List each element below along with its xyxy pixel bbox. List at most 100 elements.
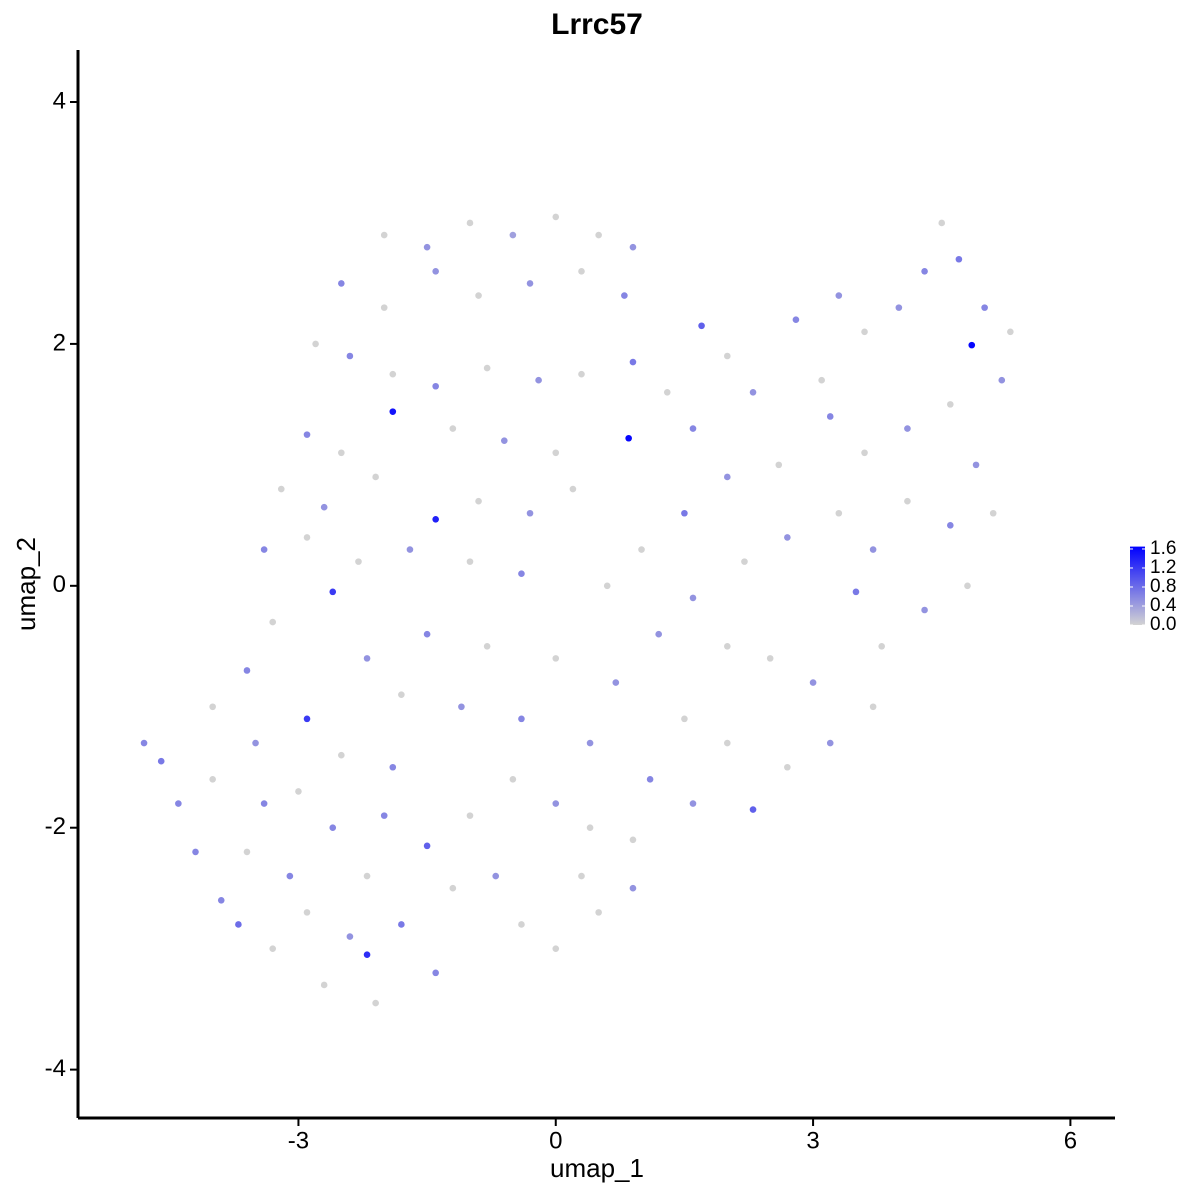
cell-point [475,292,482,299]
cell-point [861,328,868,336]
cell-point [217,896,225,904]
cell-point [192,848,199,856]
cell-point [389,408,397,415]
cell-point [483,642,491,650]
cell-point [595,231,602,239]
cell-point [784,534,791,541]
cell-point [784,763,791,771]
cell-point [552,213,560,221]
cell-point [483,364,491,372]
cell-point [175,800,182,807]
cell-point [329,588,337,596]
cell-point [518,570,525,578]
cell-point [698,322,705,330]
cell-point [466,219,474,227]
cell-point [509,231,517,239]
cell-point [1007,328,1014,336]
cell-point [689,800,697,807]
cell-point [586,824,594,832]
cell-point [423,243,431,251]
cell-point [552,655,560,662]
cell-point [724,642,731,650]
colorbar-label: 0.8 [1150,576,1176,597]
cell-point [646,776,654,783]
cell-point [303,715,311,723]
cell-point [921,268,928,275]
cell-point [775,461,783,469]
cell-point [904,425,911,432]
cell-point [655,630,662,638]
colorbar [1130,546,1145,625]
cell-point [449,425,457,432]
cell-point [989,509,997,517]
cell-point [346,352,354,360]
cell-point [295,788,302,795]
cell-point [895,304,903,311]
cell-point [878,642,885,650]
x-tick-label: 3 [806,1127,819,1154]
cell-point [809,679,817,686]
cell-point [398,921,405,928]
x-tick-label: 6 [1064,1127,1077,1154]
cell-point [861,449,868,457]
cell-point [466,812,474,819]
cell-point [835,509,843,517]
cell-point [500,437,508,444]
cell-point [432,969,439,977]
cell-point [947,522,954,529]
cell-point [329,824,337,832]
cell-point [372,473,379,481]
y-axis-title: umap_2 [11,537,41,631]
cell-point [363,951,371,959]
cell-point [518,921,525,928]
cell-point [269,618,277,626]
cell-point [921,606,928,614]
cell-point [724,352,731,360]
cell-point [749,388,757,396]
y-tick-label: 0 [53,571,66,598]
cell-point [724,739,731,747]
cell-point [320,981,328,989]
cell-point [303,909,311,916]
cell-point [209,776,216,783]
cell-point [243,848,251,856]
cell-point [749,806,757,813]
cell-point [423,630,431,638]
cell-point [380,812,388,819]
cell-point [835,292,843,299]
cell-point [432,515,439,523]
cell-point [235,921,242,928]
cell-point [526,509,534,517]
cell-point [578,370,585,378]
cell-point [629,358,637,366]
cell-point [947,401,954,408]
cell-point [792,316,800,324]
cell-point [741,558,748,565]
cell-point [663,388,671,396]
cell-point [277,485,285,493]
cell-point [363,655,371,662]
cell-point [269,945,277,952]
colorbar-label: 0.4 [1150,595,1177,616]
cell-point [724,473,731,481]
cell-point [243,667,251,674]
cell-point [209,703,216,711]
cell-point [955,255,963,263]
cell-point [578,268,585,275]
cell-point [964,582,971,590]
y-tick-label: -2 [45,813,66,840]
cell-point [904,497,911,505]
cell-point [338,280,345,287]
cell-point [981,304,988,311]
cell-point [466,558,474,565]
cell-point [363,872,371,880]
cell-point [938,219,946,227]
cell-point [475,497,482,505]
cell-point [423,842,431,850]
cell-point [578,872,585,880]
cell-point [509,776,517,783]
cell-point [968,341,976,349]
cell-point [818,376,825,384]
cell-point [389,763,397,771]
